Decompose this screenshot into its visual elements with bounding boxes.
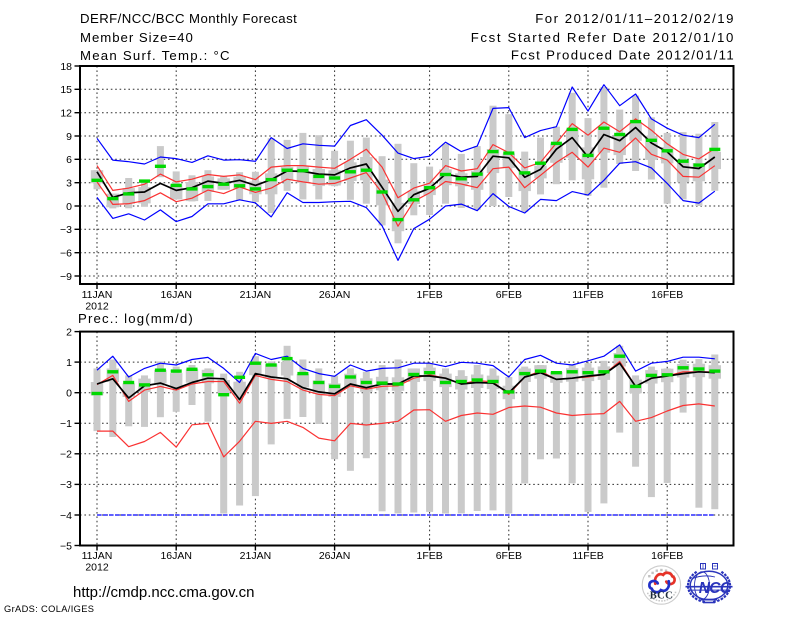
svg-text:−5: −5: [60, 540, 72, 552]
svg-text:−3: −3: [60, 224, 72, 236]
svg-text:15: 15: [60, 84, 72, 96]
svg-text:DERF/NCC/BCC Monthly Forecast: DERF/NCC/BCC Monthly Forecast: [80, 11, 297, 26]
svg-text:http://cmdp.ncc.cma.gov.cn: http://cmdp.ncc.cma.gov.cn: [73, 584, 254, 601]
svg-text:−2: −2: [60, 449, 72, 461]
svg-text:21JAN: 21JAN: [240, 289, 272, 301]
svg-text:Prec.: log(mm/d): Prec.: log(mm/d): [78, 311, 194, 326]
svg-text:−3: −3: [60, 479, 72, 491]
svg-text:6FEB: 6FEB: [496, 289, 522, 301]
svg-text:0: 0: [66, 388, 72, 400]
svg-text:−1: −1: [60, 418, 72, 430]
svg-text:1: 1: [66, 357, 72, 369]
svg-text:11JAN: 11JAN: [82, 550, 113, 562]
svg-text:2012: 2012: [85, 562, 109, 574]
svg-text:GrADS: COLA/IGES: GrADS: COLA/IGES: [4, 604, 94, 614]
svg-text:11JAN: 11JAN: [82, 289, 113, 301]
svg-text:18: 18: [60, 61, 72, 73]
svg-text:16FEB: 16FEB: [651, 289, 683, 301]
svg-text:11FEB: 11FEB: [572, 550, 603, 562]
svg-text:6: 6: [66, 154, 72, 166]
svg-text:12: 12: [60, 107, 72, 119]
svg-text:9: 9: [66, 131, 72, 143]
svg-text:16JAN: 16JAN: [160, 550, 192, 562]
svg-text:Fcst Produced Date 2012/01/11: Fcst Produced Date 2012/01/11: [511, 48, 735, 63]
svg-text:−6: −6: [60, 247, 72, 259]
svg-text:1FEB: 1FEB: [417, 550, 443, 562]
svg-text:Member Size=40: Member Size=40: [80, 30, 194, 45]
svg-text:Fcst Started Refer Date 2012/0: Fcst Started Refer Date 2012/01/10: [471, 30, 735, 45]
svg-text:0: 0: [66, 201, 72, 213]
svg-text:2: 2: [66, 326, 72, 338]
svg-text:For 2012/01/11–2012/02/19: For 2012/01/11–2012/02/19: [535, 11, 735, 26]
svg-text:1FEB: 1FEB: [417, 289, 443, 301]
svg-text:26JAN: 26JAN: [319, 289, 351, 301]
svg-text:3: 3: [66, 177, 72, 189]
svg-text:BCC: BCC: [650, 591, 673, 602]
svg-text:16FEB: 16FEB: [651, 550, 683, 562]
svg-text:16JAN: 16JAN: [160, 289, 192, 301]
svg-text:−4: −4: [60, 510, 72, 522]
svg-text:26JAN: 26JAN: [319, 550, 351, 562]
svg-text:21JAN: 21JAN: [240, 550, 272, 562]
svg-text:−9: −9: [60, 271, 72, 283]
svg-text:6FEB: 6FEB: [496, 550, 522, 562]
svg-text:Mean Surf. Temp.: °C: Mean Surf. Temp.: °C: [80, 48, 231, 63]
svg-text:11FEB: 11FEB: [572, 289, 603, 301]
